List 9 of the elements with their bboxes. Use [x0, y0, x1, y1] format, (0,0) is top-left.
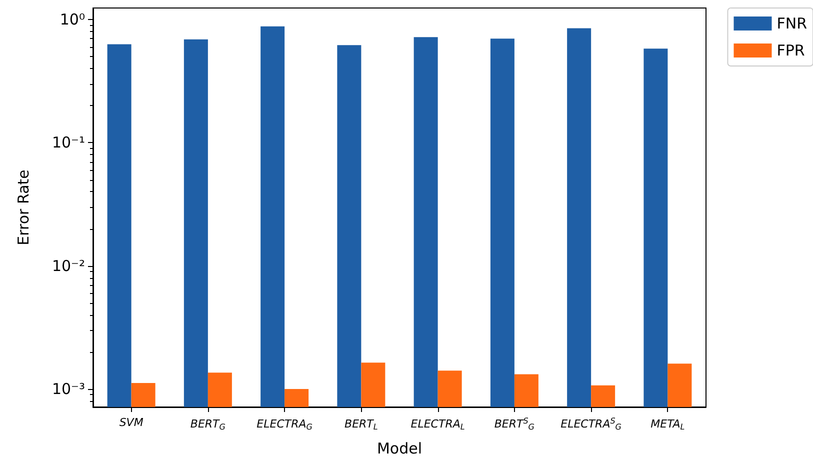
y-tick-label: 10⁻² — [52, 256, 85, 275]
legend-label: FPR — [776, 42, 805, 60]
x-axis-title: Model — [376, 440, 422, 458]
legend-label: FNR — [776, 14, 808, 32]
y-axis-title: Error Rate — [14, 170, 32, 246]
y-tick-label: 10⁰ — [60, 10, 85, 29]
x-tick-label: SVM — [119, 416, 144, 429]
y-tick-label: 10⁻¹ — [52, 134, 85, 152]
y-tick-label: 10⁻³ — [52, 380, 85, 398]
